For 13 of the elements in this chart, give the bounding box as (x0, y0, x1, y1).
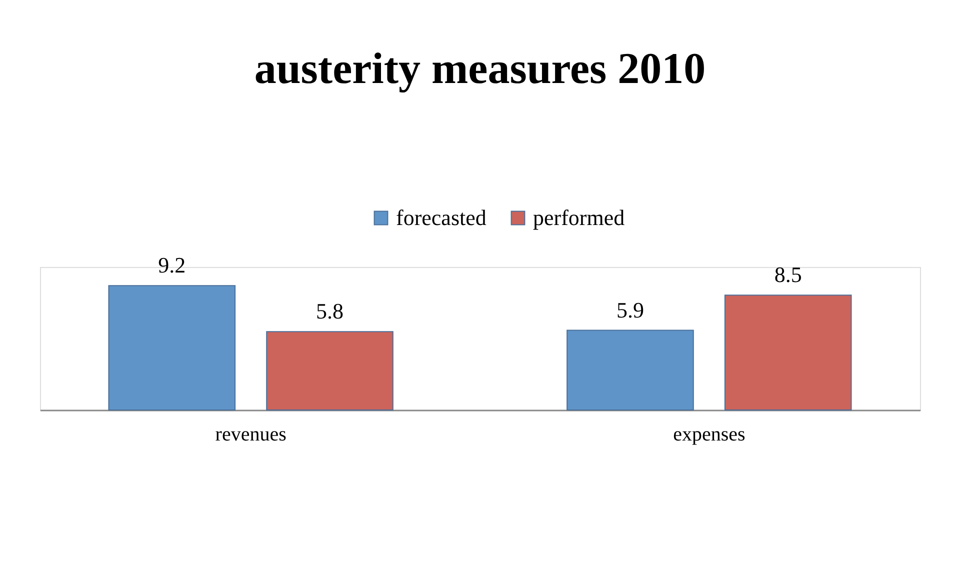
bar (566, 330, 694, 410)
bar (724, 294, 852, 410)
data-label: 5.9 (616, 297, 644, 322)
data-label: 8.5 (774, 262, 802, 288)
legend-label: performed (533, 205, 625, 230)
chart-title: austerity measures 2010 (254, 44, 706, 93)
data-label: 5.8 (316, 298, 344, 324)
bar (266, 331, 394, 410)
legend-label: forecasted (396, 205, 486, 230)
x-tick-label: expenses (673, 424, 746, 446)
x-tick-label: revenues (215, 424, 287, 446)
data-label: 9.2 (158, 252, 186, 278)
bar (108, 285, 236, 410)
